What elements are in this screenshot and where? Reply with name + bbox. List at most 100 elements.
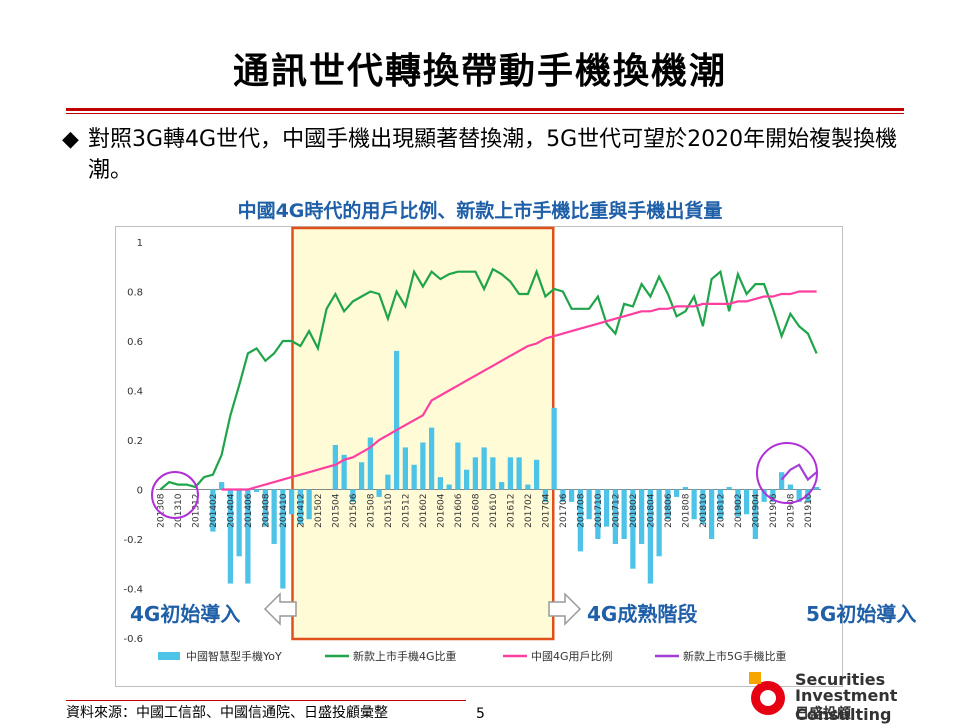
x-tick-label: 201710 (594, 493, 604, 528)
annotation-4g-mature: 4G成熟階段 (587, 602, 698, 626)
x-tick-label: 201808 (681, 493, 691, 528)
title-underline-thin (66, 113, 904, 114)
logo-text-chinese: 日盛投顧 (795, 706, 851, 722)
yoy-bar (490, 457, 496, 490)
x-tick-label: 201512 (401, 494, 411, 528)
logo-mark-icon (749, 672, 785, 715)
yoy-bar (472, 457, 478, 490)
x-tick-label: 201802 (629, 494, 639, 528)
x-tick-label: 201308 (156, 493, 166, 528)
yoy-bar (446, 484, 452, 490)
yoy-bar (359, 462, 365, 490)
slide-title: 通訊世代轉換帶動手機換機潮 (232, 51, 727, 92)
yoy-bar (770, 489, 776, 502)
yoy-bar (726, 487, 732, 490)
x-tick-label: 201510 (384, 493, 394, 528)
circle-5g-start (756, 442, 818, 504)
yoy-bar (332, 444, 338, 490)
y-tick-label: 0.2 (127, 436, 143, 447)
yoy-bar (639, 489, 645, 544)
x-tick-label: 201404 (226, 493, 236, 528)
x-tick-label: 201712 (611, 494, 621, 528)
yoy-bar (569, 489, 575, 502)
yoy-bar (219, 482, 225, 490)
yoy-bar (534, 459, 540, 490)
yoy-bar (814, 487, 820, 490)
yoy-bar (752, 489, 758, 539)
highlight-region (291, 226, 555, 641)
yoy-bar (656, 489, 662, 557)
x-tick-label: 201410 (279, 493, 289, 528)
x-tick-label: 201406 (244, 493, 254, 528)
logo-text-investment: Investment Consulting (795, 686, 898, 724)
yoy-bar (402, 447, 408, 490)
yoy-bar (437, 477, 443, 490)
yoy-bar (709, 489, 715, 539)
logo-text-securities: Securities (795, 670, 886, 689)
x-tick-label: 201608 (471, 493, 481, 528)
x-tick-label: 201312 (191, 494, 201, 528)
yoy-bar (674, 489, 680, 497)
y-tick-label: 0.6 (127, 337, 143, 348)
y-tick-label: -0.4 (123, 585, 143, 596)
yoy-bar (744, 489, 750, 515)
x-tick-label: 201910 (804, 493, 814, 528)
x-tick-label: 201412 (296, 494, 306, 528)
y-tick-label: 0.8 (127, 288, 143, 299)
yoy-bar (297, 489, 303, 525)
yoy-bar (577, 489, 583, 552)
x-tick-label: 201602 (419, 494, 429, 528)
x-tick-label: 201606 (454, 493, 464, 528)
yoy-bar (289, 489, 295, 515)
footer-divider (66, 700, 466, 701)
yoy-bar (700, 489, 706, 525)
legend-label: 中國智慧型手機YoY (186, 649, 282, 663)
y-tick-label: -0.6 (123, 634, 143, 645)
yoy-bar (481, 447, 487, 490)
line-series-5g-new-models (780, 463, 818, 482)
y-tick-label: 0.4 (127, 387, 143, 398)
yoy-bar (262, 489, 268, 527)
yoy-bar (542, 489, 548, 502)
yoy-bar (236, 489, 242, 557)
yoy-bar (796, 489, 802, 502)
yoy-bar (210, 489, 216, 532)
yoy-bar (551, 407, 557, 490)
x-tick-label: 201704 (541, 493, 551, 528)
x-tick-label: 201902 (734, 494, 744, 528)
right-arrow-icon (548, 592, 582, 626)
yoy-bar (341, 454, 347, 490)
legend-label: 中國4G用戶比例 (531, 649, 613, 663)
yoy-bar (717, 489, 723, 520)
yoy-bar (586, 489, 592, 520)
yoy-bar (280, 489, 286, 589)
yoy-bar (411, 464, 417, 490)
yoy-bar (604, 489, 610, 527)
x-tick-label: 201708 (576, 493, 586, 528)
yoy-bar (735, 489, 741, 517)
x-tick-label: 201408 (261, 493, 271, 528)
legend-label: 新款上市手機4G比重 (353, 649, 457, 663)
yoy-bar (516, 457, 522, 490)
x-tick-label: 201804 (646, 493, 656, 528)
legend-swatch-bar (158, 652, 180, 660)
title-underline (66, 108, 904, 111)
x-tick-label: 201810 (699, 493, 709, 528)
yoy-bar (499, 482, 505, 490)
x-tick-label: 201702 (524, 494, 534, 528)
annotation-4g-start: 4G初始導入 (130, 602, 241, 626)
chart-title: 中國4G時代的用戶比例、新款上市手機比重與手機出貨量 (237, 200, 723, 222)
y-tick-label: -0.2 (123, 535, 143, 546)
company-logo: Securities Investment Consulting 日盛投顧 (745, 664, 960, 724)
yoy-bar (630, 489, 636, 569)
yoy-bar (507, 457, 513, 490)
yoy-bar (227, 489, 233, 584)
annotation-5g-start: 5G初始導入 (806, 602, 917, 626)
yoy-bar (560, 489, 566, 502)
yoy-bar (420, 442, 426, 490)
yoy-bar (429, 427, 435, 490)
x-tick-label: 201310 (174, 493, 184, 528)
x-tick-label: 201610 (489, 493, 499, 528)
yoy-bar (525, 484, 531, 490)
